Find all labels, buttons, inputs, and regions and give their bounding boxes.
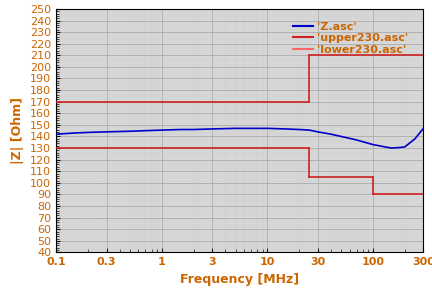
X-axis label: Frequency [MHz]: Frequency [MHz] [180, 273, 299, 286]
Legend: 'Z.asc', 'upper230.asc', 'lower230.asc': 'Z.asc', 'upper230.asc', 'lower230.asc' [290, 19, 410, 57]
Y-axis label: |Z| [Ohm]: |Z| [Ohm] [12, 97, 25, 164]
